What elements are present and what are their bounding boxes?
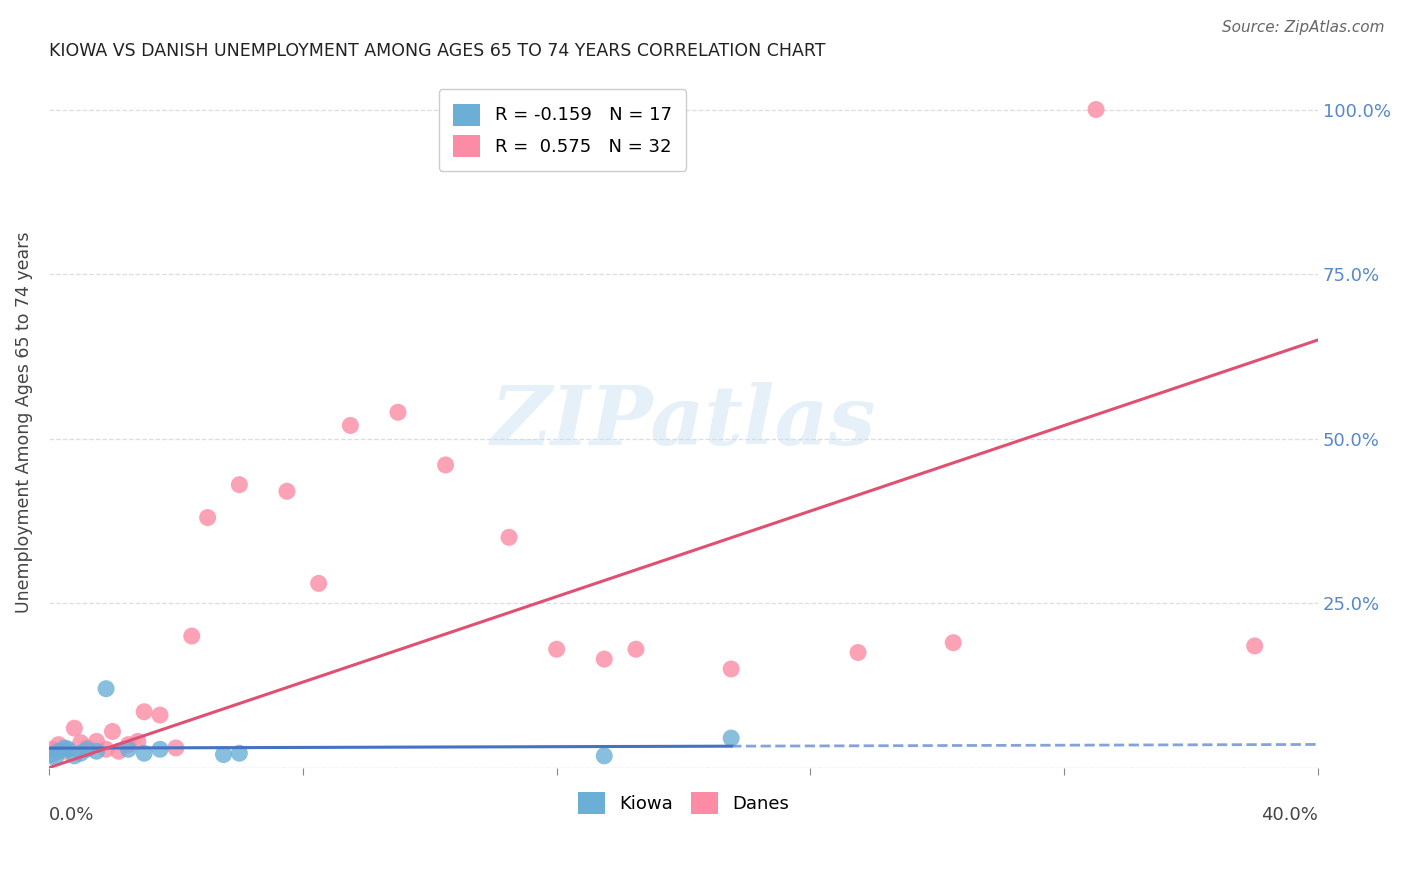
Point [228,477,250,491]
Point [86,734,108,748]
Legend: Kiowa, Danes: Kiowa, Danes [571,784,797,821]
Point [48,738,70,752]
Text: ZIPatlas: ZIPatlas [491,382,876,462]
Point [180,629,202,643]
Point [1085,103,1108,117]
Text: KIOWA VS DANISH UNEMPLOYMENT AMONG AGES 65 TO 74 YEARS CORRELATION CHART: KIOWA VS DANISH UNEMPLOYMENT AMONG AGES … [49,42,825,60]
Point [624,642,647,657]
Point [546,642,568,657]
Point [434,458,457,472]
Point [94,681,117,696]
Text: 40.0%: 40.0% [1261,805,1319,823]
Point [76,741,98,756]
Point [117,738,139,752]
Point [41,742,63,756]
Point [76,742,98,756]
Point [134,705,156,719]
Point [117,742,139,756]
Point [86,744,108,758]
Point [44,751,66,765]
Point [149,742,172,756]
Point [48,744,70,758]
Point [942,635,965,649]
Point [69,746,91,760]
Point [41,747,63,762]
Point [63,721,86,735]
Point [228,746,250,760]
Point [720,731,742,745]
Point [276,484,298,499]
Point [101,724,124,739]
Point [387,405,409,419]
Point [107,744,129,758]
Point [53,741,76,756]
Point [498,530,520,544]
Point [69,736,91,750]
Point [63,748,86,763]
Point [720,662,742,676]
Point [56,742,79,756]
Text: 0.0%: 0.0% [49,805,94,823]
Point [308,576,330,591]
Point [127,734,149,748]
Y-axis label: Unemployment Among Ages 65 to 74 years: Unemployment Among Ages 65 to 74 years [15,231,32,613]
Point [593,652,616,666]
Point [165,741,187,756]
Point [53,744,76,758]
Point [593,748,616,763]
Point [134,746,156,760]
Point [212,747,235,762]
Point [197,510,219,524]
Point [339,418,361,433]
Point [94,742,117,756]
Point [1243,639,1265,653]
Point [846,646,869,660]
Point [149,708,172,723]
Text: Source: ZipAtlas.com: Source: ZipAtlas.com [1222,20,1385,35]
